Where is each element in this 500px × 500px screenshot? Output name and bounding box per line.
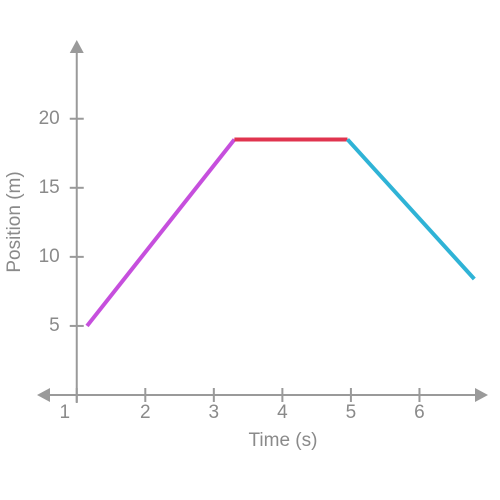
- data-line: [346, 138, 476, 281]
- x-tick-label: 1: [59, 402, 70, 423]
- x-tick-label: 2: [140, 402, 151, 423]
- y-axis-title: Position (m): [4, 171, 25, 272]
- y-tick-label: 5: [49, 315, 60, 336]
- x-axis-arrow: [37, 388, 50, 402]
- y-tick-label: 20: [39, 108, 60, 129]
- y-tick-label: 10: [39, 246, 60, 267]
- x-axis-arrow: [475, 388, 488, 402]
- x-tick-label: 3: [209, 402, 220, 423]
- x-tick-label: 5: [346, 402, 357, 423]
- data-line: [85, 138, 236, 328]
- x-tick-label: 6: [414, 402, 425, 423]
- x-axis-title: Time (s): [249, 430, 318, 451]
- y-tick-label: 15: [39, 177, 60, 198]
- y-axis-arrow: [69, 40, 84, 53]
- x-tick-label: 4: [277, 402, 288, 423]
